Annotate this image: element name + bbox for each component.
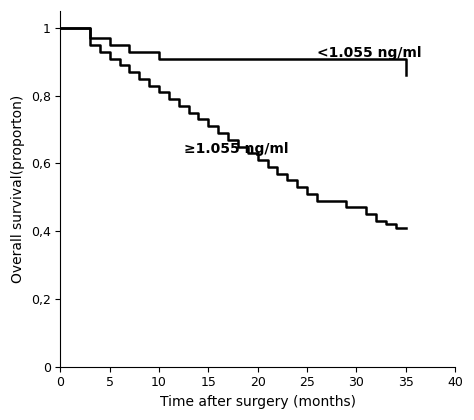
- Y-axis label: Overall survival(proporton): Overall survival(proporton): [11, 95, 25, 283]
- Text: <1.055 ng/ml: <1.055 ng/ml: [317, 46, 421, 60]
- Text: ≥1.055 ng/ml: ≥1.055 ng/ml: [184, 142, 288, 156]
- X-axis label: Time after surgery (months): Time after surgery (months): [160, 395, 356, 409]
